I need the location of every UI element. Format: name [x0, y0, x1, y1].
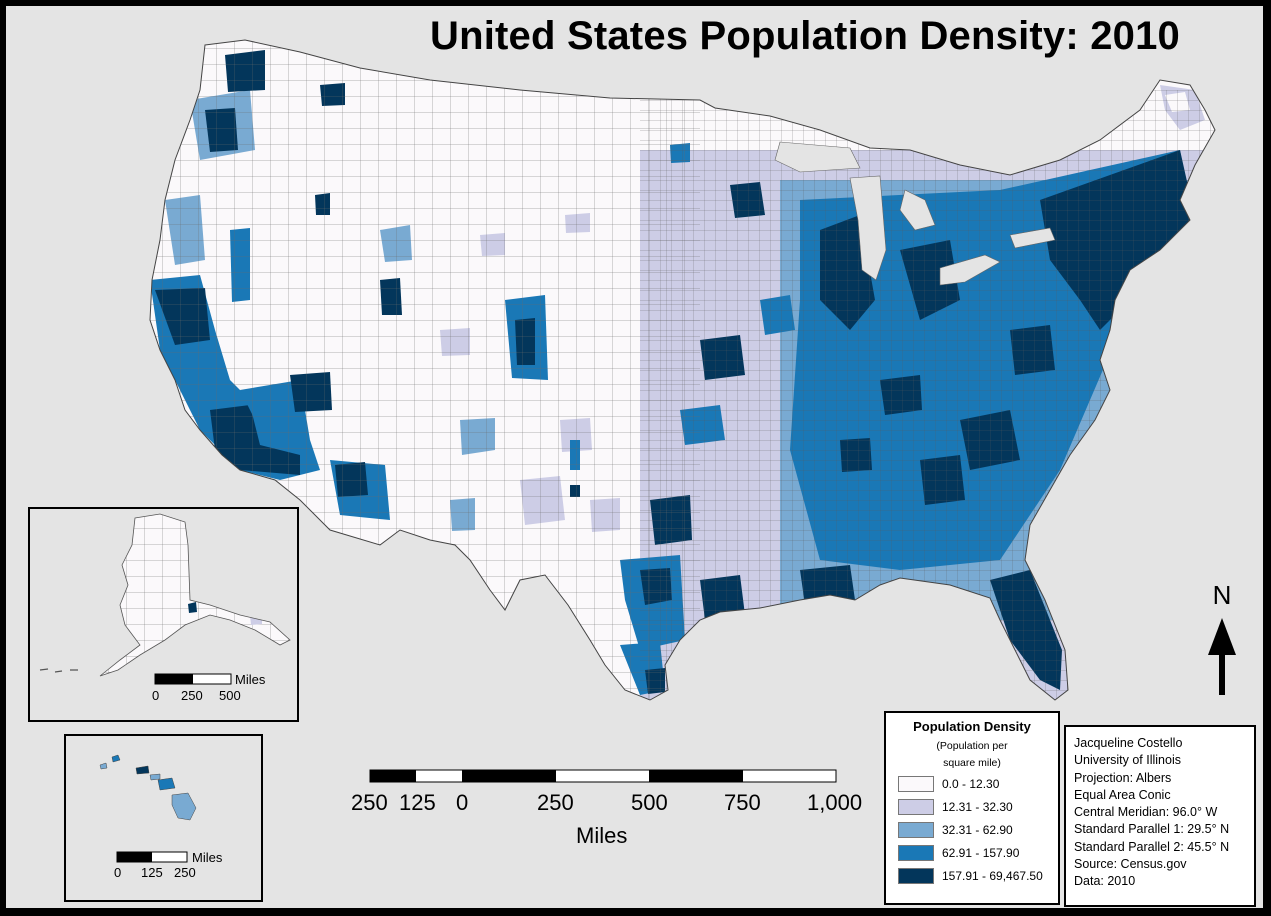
legend: Population Density (Population per squar… [884, 711, 1060, 905]
credits-box: Jacqueline Costello University of Illinoi… [1064, 725, 1256, 907]
legend-label: 0.0 - 12.30 [942, 777, 1000, 791]
legend-title: Population Density [913, 719, 1031, 734]
scale-label: 750 [724, 790, 761, 815]
scale-label: 500 [631, 790, 668, 815]
scale-label: 0 [152, 688, 160, 703]
scale-label: 125 [141, 865, 163, 880]
contiguous-us-map [149, 39, 1216, 701]
legend-label: 62.91 - 157.90 [942, 846, 1020, 860]
credit-line: University of Illinois [1074, 753, 1181, 768]
legend-swatch [898, 822, 934, 838]
map-title: United States Population Density: 2010 [430, 14, 1180, 58]
scale-unit: Miles [235, 672, 266, 687]
credit-line: Projection: Albers [1074, 770, 1172, 785]
scale-label: 125 [399, 790, 436, 815]
main-scale-bar [369, 769, 837, 783]
scale-label: 250 [351, 790, 388, 815]
north-arrow-icon [1208, 618, 1236, 695]
scale-label: 250 [174, 865, 196, 880]
scale-label: 250 [181, 688, 203, 703]
legend-swatch [898, 776, 934, 792]
legend-swatch [898, 868, 934, 884]
legend-subtitle-line: (Population per [936, 740, 1008, 752]
legend-label: 157.91 - 69,467.50 [942, 869, 1043, 883]
credit-line: Central Meridian: 96.0° W [1074, 805, 1218, 820]
legend-subtitle: (Population per square mile) [886, 738, 1058, 772]
scale-unit: Miles [576, 823, 628, 848]
hawaii-inset-frame [64, 734, 263, 902]
legend-swatch [898, 799, 934, 815]
credit-line: Source: Census.gov [1074, 857, 1187, 872]
scale-label: 250 [537, 790, 574, 815]
credit-line: Standard Parallel 1: 29.5° N [1074, 822, 1230, 837]
hawaii-scale-bar [116, 851, 188, 863]
credit-line: Standard Parallel 2: 45.5° N [1074, 839, 1230, 854]
legend-subtitle-line: square mile) [943, 757, 1001, 769]
credit-line: Equal Area Conic [1074, 787, 1171, 802]
legend-swatch [898, 845, 934, 861]
legend-label: 12.31 - 32.30 [942, 800, 1013, 814]
north-label: N [1212, 580, 1232, 610]
credit-line: Data: 2010 [1074, 874, 1136, 889]
scale-label: 0 [456, 790, 469, 815]
credit-lines: Jacqueline Costello University of Illinoi… [1066, 727, 1254, 891]
hawaii-map [99, 754, 197, 821]
legend-label: 32.31 - 62.90 [942, 823, 1013, 837]
north-arrow: N [1206, 580, 1242, 700]
scale-label: 0 [114, 865, 122, 880]
scale-unit: Miles [192, 850, 223, 865]
scale-label: 500 [219, 688, 241, 703]
scale-label: 1,000 [807, 790, 863, 815]
alaska-scale-bar [154, 673, 232, 685]
credit-line: Jacqueline Costello [1074, 736, 1183, 750]
